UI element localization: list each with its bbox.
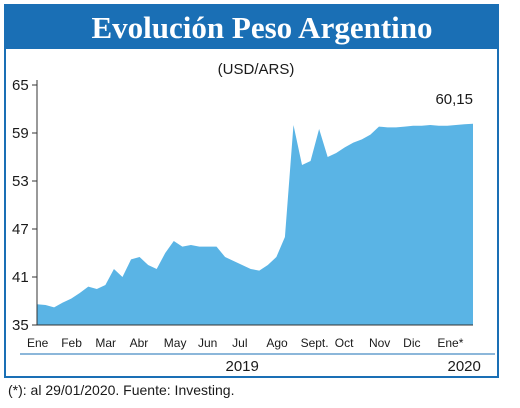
value-label: 60,15: [435, 91, 473, 108]
y-tick-label: 47: [12, 221, 29, 238]
footnote: (*): al 29/01/2020. Fuente: Investing.: [8, 382, 234, 398]
x-tick-label: Mar: [95, 336, 116, 350]
x-tick-label: Ago: [266, 336, 288, 350]
x-tick-label: Feb: [61, 336, 82, 350]
year-label: 2019: [225, 358, 258, 375]
x-tick-label: Abr: [130, 336, 149, 350]
y-tick-label: 59: [12, 125, 29, 142]
x-tick-label: Ene: [27, 336, 49, 350]
y-tick-label: 41: [12, 269, 29, 286]
x-tick-label: Oct: [335, 336, 354, 350]
x-tick-label: Sept.: [301, 336, 329, 350]
area: [37, 123, 473, 325]
x-tick-label: Nov: [369, 336, 390, 350]
x-tick-label: Dic: [403, 336, 420, 350]
year-label: 2020: [447, 358, 480, 375]
y-tick-label: 65: [12, 77, 29, 94]
x-tick-label: Ene*: [437, 336, 463, 350]
x-tick-label: Jun: [198, 336, 217, 350]
y-tick-label: 35: [12, 317, 29, 334]
x-tick-label: Jul: [232, 336, 247, 350]
chart-title: Evolución Peso Argentino: [91, 10, 432, 45]
subtitle: (USD/ARS): [218, 61, 295, 78]
x-tick-label: May: [164, 336, 187, 350]
header-bar: [5, 5, 498, 49]
y-tick-label: 53: [12, 173, 29, 190]
